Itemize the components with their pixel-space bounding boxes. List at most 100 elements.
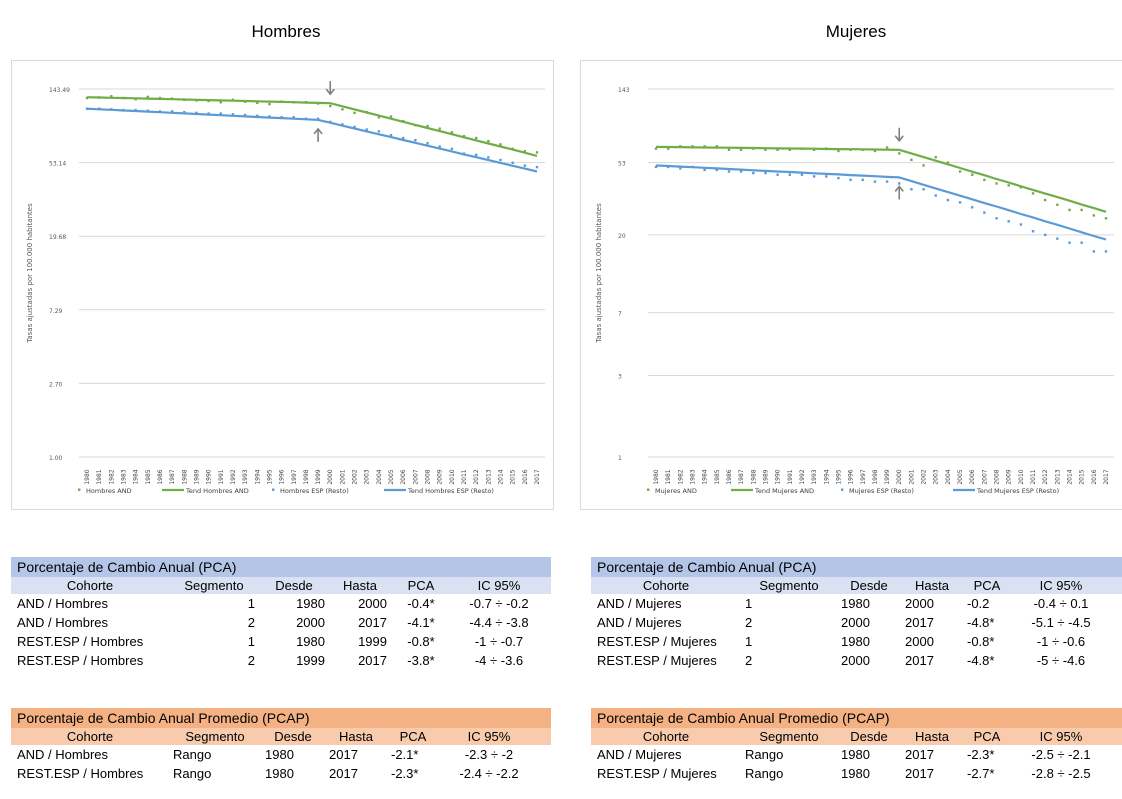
hombres-data-point	[511, 161, 514, 165]
hombres-data-point	[231, 113, 235, 116]
hombres-data-point	[85, 107, 89, 110]
table-cell: 2017	[905, 766, 934, 781]
table-cell: 1980	[296, 596, 325, 611]
mujeres-xtick-label: 1998	[872, 469, 879, 484]
hombres-data-point	[268, 102, 271, 106]
table-pcap-mujeres: Porcentaje de Cambio Anual Promedio (PCA…	[591, 708, 1122, 783]
mujeres-data-point	[703, 168, 706, 172]
hombres-data-point	[110, 95, 113, 98]
mujeres-data-point	[776, 148, 779, 151]
table-cell: Rango	[173, 766, 212, 781]
mujeres-data-point	[752, 171, 755, 175]
hombres-data-point	[195, 111, 198, 115]
mujeres-data-point	[837, 149, 840, 153]
table-cell: 2	[247, 653, 255, 668]
hombres-xtick-label: 1987	[169, 469, 176, 484]
mujeres-data-point	[922, 164, 925, 167]
table-column-header: IC 95%	[467, 729, 511, 744]
table-cell: -2.5 ÷ -2.1	[1031, 747, 1091, 762]
hombres-data-point	[170, 110, 174, 113]
table-cell: -2.7*	[967, 766, 995, 781]
mujeres-data-point	[1104, 250, 1108, 253]
arrow-up-icon	[313, 127, 323, 142]
table-column-header: Cohorte	[642, 729, 690, 744]
table-pcap-hombres: Porcentaje de Cambio Anual Promedio (PCA…	[11, 708, 551, 783]
hombres-data-point	[535, 151, 539, 154]
mujeres-data-point	[812, 175, 816, 178]
table-cell: REST.ESP / Hombres	[17, 653, 144, 668]
table-cell: AND / Hombres	[17, 596, 109, 611]
hombres-data-point	[219, 112, 222, 115]
hombres-ytick-label: 1.00	[49, 455, 63, 462]
table-cell: -0.8*	[967, 634, 995, 649]
table-cell: AND / Mujeres	[597, 747, 682, 762]
hombres-xtick-label: 2014	[498, 469, 505, 484]
hombres-data-point	[353, 125, 356, 129]
mujeres-data-point	[739, 148, 743, 151]
table-row: REST.ESP / Hombres 1 1980 1999 -0.8* -1 ÷ -0.…	[11, 632, 551, 651]
mujeres-xtick-label: 1983	[689, 469, 696, 484]
mujeres-data-point	[1080, 241, 1083, 244]
mujeres-ytick-label: 53	[618, 161, 626, 168]
table-row: REST.ESP / Hombres 2 1999 2017 -3.8* -4 ÷ -3.…	[11, 651, 551, 670]
table-cell: AND / Hombres	[17, 615, 109, 630]
table-column-header: PCA	[973, 729, 1001, 744]
hombres-data-point	[377, 130, 381, 133]
table-column-header: Hasta	[915, 578, 949, 593]
hombres-ylabel: Tasas ajustadas por 100.000 habitantes	[26, 203, 34, 344]
hombres-xtick-label: 1995	[266, 469, 273, 484]
table-cell: 1	[745, 596, 753, 611]
mujeres-data-point	[1092, 214, 1096, 217]
table-cell: -5.1 ÷ -4.5	[1031, 615, 1091, 630]
hombres-xtick-label: 2004	[376, 469, 383, 484]
mujeres-xtick-label: 1987	[738, 469, 745, 484]
mujeres-xtick-label: 2003	[933, 469, 940, 484]
mujeres-trend-line	[655, 164, 1107, 241]
hombres-xtick-label: 2006	[400, 469, 407, 484]
hombres-xtick-label: 2011	[461, 469, 468, 484]
hombres-xtick-label: 1998	[303, 469, 310, 484]
mujeres-xtick-label: 2015	[1079, 469, 1086, 484]
mujeres-data-point	[910, 188, 913, 191]
hombres-xtick-label: 2012	[473, 469, 480, 484]
table-cell: REST.ESP / Mujeres	[597, 766, 717, 781]
mujeres-xtick-label: 2013	[1054, 469, 1061, 484]
mujeres-data-point	[654, 147, 658, 150]
table-row: REST.ESP / Hombres Rango 1980 2017 -2.3* -2.4…	[11, 764, 551, 783]
hombres-ytick-label: 53.14	[49, 161, 66, 168]
hombres-trend-line	[86, 107, 538, 173]
table-cell: REST.ESP / Hombres	[17, 634, 144, 649]
hombres-xtick-label: 1999	[315, 469, 322, 484]
table-cell: Rango	[173, 747, 212, 762]
table-column-header: Segmento	[185, 729, 245, 744]
mujeres-xtick-label: 1985	[714, 469, 721, 484]
mujeres-data-point	[1043, 198, 1047, 202]
mujeres-xtick-label: 1981	[665, 469, 672, 484]
hombres-xtick-label: 2008	[425, 469, 432, 484]
hombres-legend-label: Tend Hombres AND	[185, 487, 249, 495]
mujeres-data-point	[739, 170, 743, 173]
table-cell: 2017	[358, 653, 387, 668]
table-cell: 2000	[905, 596, 934, 611]
table-cell: 2017	[358, 615, 387, 630]
hombres-data-point	[535, 165, 539, 169]
table-cell: -4 ÷ -3.6	[474, 653, 524, 668]
hombres-xtick-label: 2016	[522, 469, 529, 484]
mujeres-data-point	[1092, 250, 1096, 253]
arrow-up-icon	[894, 185, 904, 200]
table-cell: 2017	[329, 747, 358, 762]
mujeres-xtick-label: 1988	[750, 469, 757, 484]
hombres-data-point	[462, 134, 466, 138]
hombres-xtick-label: 1989	[193, 469, 200, 484]
table-cell: Rango	[745, 747, 784, 762]
mujeres-data-point	[788, 173, 791, 176]
table-cell: AND / Hombres	[17, 747, 109, 762]
hombres-data-point	[487, 156, 490, 159]
table-column-header: Desde	[274, 729, 312, 744]
mujeres-xtick-label: 2012	[1042, 469, 1049, 484]
hombres-legend-label: Tend Hombres ESP (Resto)	[407, 487, 494, 495]
table-cell: REST.ESP / Mujeres	[597, 634, 717, 649]
hombres-data-point	[402, 136, 405, 140]
mujeres-xtick-label: 2002	[921, 469, 928, 484]
hombres-data-point	[474, 153, 478, 157]
